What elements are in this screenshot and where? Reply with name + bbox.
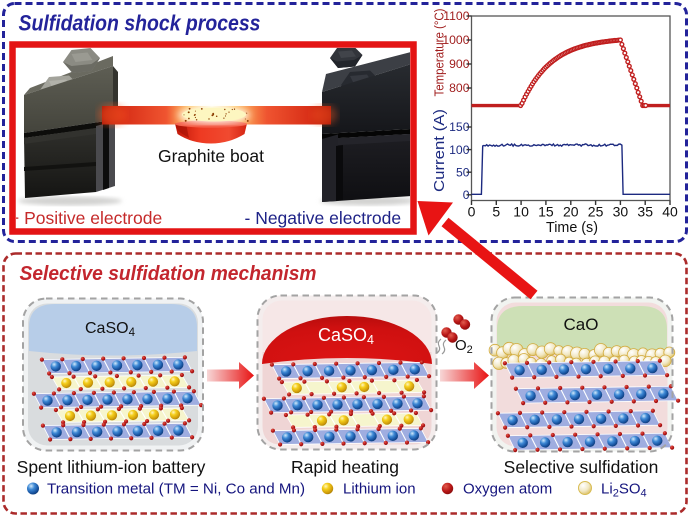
svg-text:- Negative electrode: - Negative electrode <box>245 208 402 228</box>
svg-text:Lithium ion: Lithium ion <box>343 481 416 498</box>
svg-text:Li2SO4: Li2SO4 <box>601 481 647 500</box>
svg-text:15: 15 <box>538 204 554 220</box>
svg-text:20: 20 <box>563 204 579 220</box>
svg-text:+ Positive electrode: + Positive electrode <box>9 208 162 228</box>
svg-text:40: 40 <box>662 204 678 220</box>
svg-text:Transition metal (TM = Ni, Co: Transition metal (TM = Ni, Co and Mn) <box>47 481 305 498</box>
svg-text:50: 50 <box>456 165 470 179</box>
svg-text:10: 10 <box>513 204 529 220</box>
svg-text:0: 0 <box>468 204 476 220</box>
svg-text:Oxygen atom: Oxygen atom <box>463 481 552 498</box>
svg-text:Temperature (°C): Temperature (°C) <box>433 9 447 97</box>
svg-text:100: 100 <box>449 143 470 157</box>
svg-text:Selective sulfidation mechanis: Selective sulfidation mechanism <box>20 263 317 285</box>
svg-text:Time (s): Time (s) <box>546 219 598 236</box>
svg-text:Current (A): Current (A) <box>431 109 448 192</box>
svg-text:CaO: CaO <box>564 315 599 334</box>
svg-text:CaSO4: CaSO4 <box>85 320 136 339</box>
svg-text:35: 35 <box>637 204 653 220</box>
svg-text:Rapid heating: Rapid heating <box>291 457 399 477</box>
svg-text:30: 30 <box>613 204 629 220</box>
svg-text:800: 800 <box>449 81 470 95</box>
svg-text:900: 900 <box>449 57 470 71</box>
svg-text:Sulfidation shock process: Sulfidation shock process <box>19 11 261 36</box>
svg-text:Spent lithium-ion battery: Spent lithium-ion battery <box>17 457 206 477</box>
svg-text:25: 25 <box>588 204 604 220</box>
svg-text:CaSO4: CaSO4 <box>318 325 374 347</box>
svg-text:1000: 1000 <box>442 33 469 47</box>
svg-text:Graphite boat: Graphite boat <box>158 146 264 166</box>
svg-text:0: 0 <box>463 188 470 202</box>
svg-text:1100: 1100 <box>443 9 469 23</box>
svg-text:5: 5 <box>492 204 500 220</box>
svg-text:Selective sulfidation: Selective sulfidation <box>504 457 659 477</box>
svg-text:150: 150 <box>449 120 470 134</box>
